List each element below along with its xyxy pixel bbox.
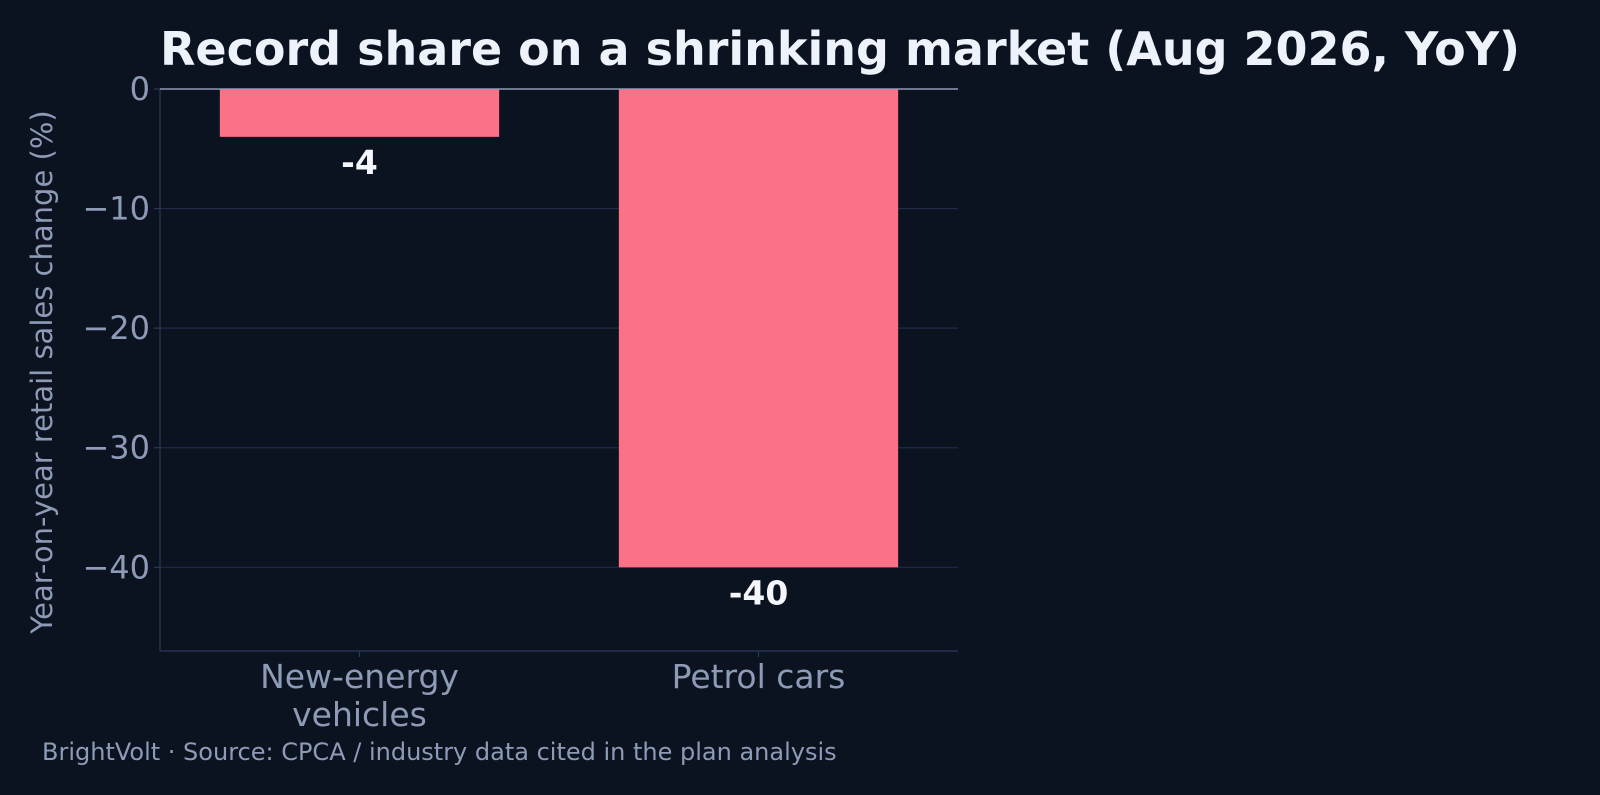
bar: [219, 89, 500, 137]
bar: [618, 89, 899, 568]
y-tick-label: 0: [130, 70, 150, 108]
y-tick-label: −10: [82, 190, 150, 228]
source-footer: BrightVolt · Source: CPCA / industry dat…: [42, 738, 837, 766]
y-tick-label: −30: [82, 429, 150, 467]
x-tick-label: Petrol cars: [672, 657, 846, 696]
data-label: -4: [341, 143, 378, 182]
y-tick-label: −40: [82, 548, 150, 586]
x-tick-label: New-energy vehicles: [260, 657, 459, 734]
y-tick-label: −20: [82, 309, 150, 347]
data-label: -40: [729, 573, 789, 612]
chart-title: Record share on a shrinking market (Aug …: [160, 22, 1521, 76]
